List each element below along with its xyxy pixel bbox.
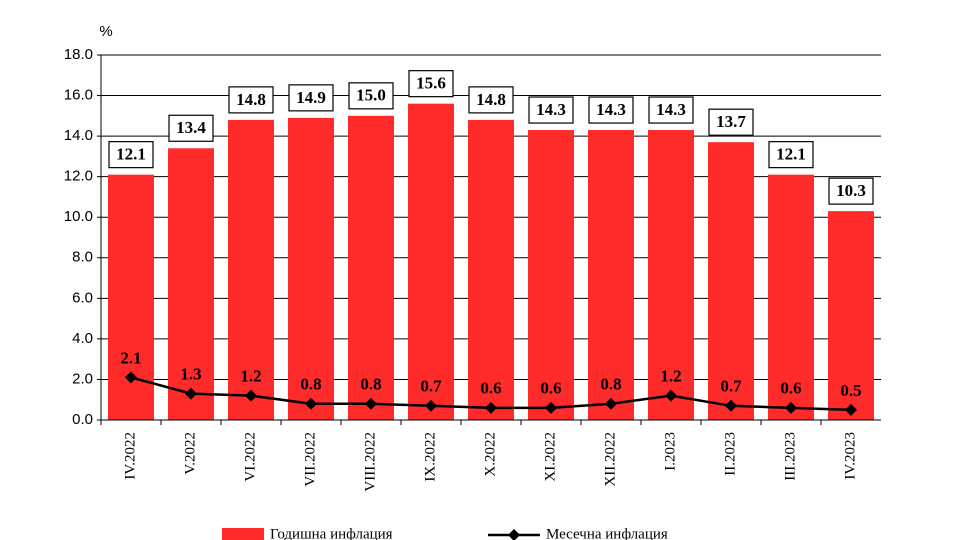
x-tick-label: III.2023 bbox=[782, 432, 798, 481]
y-tick-label: 10.0 bbox=[64, 208, 93, 225]
line-marker bbox=[185, 387, 197, 400]
bar-value-label: 13.7 bbox=[716, 112, 746, 131]
bar bbox=[288, 117, 334, 420]
value-label-box bbox=[348, 82, 394, 110]
bar bbox=[468, 119, 514, 420]
x-tick-label: XII.2022 bbox=[602, 432, 618, 487]
bar bbox=[708, 142, 754, 420]
x-tick-label: VIII.2022 bbox=[362, 432, 378, 492]
line-marker bbox=[245, 389, 257, 402]
bar-value-label: 15.6 bbox=[416, 74, 446, 93]
value-label-box bbox=[768, 141, 814, 169]
y-tick-label: 8.0 bbox=[72, 249, 93, 266]
y-tick-label: 4.0 bbox=[72, 330, 93, 347]
line-marker bbox=[125, 371, 137, 384]
bar bbox=[828, 211, 874, 420]
bar bbox=[408, 103, 454, 421]
bar bbox=[348, 115, 394, 420]
bar-value-label: 12.1 bbox=[116, 145, 146, 164]
bar-value-label: 12.1 bbox=[776, 145, 806, 164]
line-value-label: 0.6 bbox=[780, 379, 801, 398]
line-value-label: 1.3 bbox=[180, 365, 201, 384]
line-value-label: 0.6 bbox=[480, 379, 501, 398]
line-marker bbox=[725, 399, 737, 412]
line-value-label: 0.8 bbox=[360, 375, 381, 394]
line-marker bbox=[425, 399, 437, 412]
y-tick-label: 14.0 bbox=[64, 127, 93, 144]
y-tick-label: 12.0 bbox=[64, 168, 93, 185]
legend-marker bbox=[508, 529, 520, 540]
x-tick-label: I.2023 bbox=[662, 432, 678, 471]
line-value-label: 0.7 bbox=[420, 377, 442, 396]
legend-label: Месечна инфлация bbox=[546, 526, 668, 540]
value-label-box bbox=[228, 86, 274, 114]
bar bbox=[528, 130, 574, 420]
bar bbox=[228, 119, 274, 420]
x-tick-label: X.2022 bbox=[482, 432, 498, 477]
line-value-label: 0.8 bbox=[300, 375, 321, 394]
bar-value-label: 14.8 bbox=[236, 90, 266, 109]
line-value-label: 2.1 bbox=[120, 348, 141, 367]
value-label-box bbox=[108, 141, 154, 169]
line-marker bbox=[605, 397, 617, 410]
line-value-label: 0.7 bbox=[720, 377, 742, 396]
bar-value-label: 14.3 bbox=[536, 100, 566, 119]
bar bbox=[648, 130, 694, 420]
x-tick-label: V.2022 bbox=[182, 432, 198, 475]
line-marker bbox=[845, 403, 857, 416]
line-value-label: 0.8 bbox=[600, 375, 621, 394]
x-tick-label: XI.2022 bbox=[542, 432, 558, 482]
bar-value-label: 14.3 bbox=[656, 100, 686, 119]
value-label-box bbox=[588, 96, 634, 124]
bar bbox=[588, 130, 634, 420]
y-tick-label: 16.0 bbox=[64, 87, 93, 104]
value-label-box bbox=[288, 84, 334, 112]
bar-value-label: 10.3 bbox=[836, 181, 866, 200]
value-label-box bbox=[708, 108, 754, 136]
bar bbox=[768, 174, 814, 420]
x-tick-label: VI.2022 bbox=[242, 432, 258, 482]
value-label-box bbox=[828, 177, 874, 205]
bar-value-label: 14.3 bbox=[596, 100, 626, 119]
line-marker bbox=[305, 397, 317, 410]
value-label-box bbox=[408, 70, 454, 98]
line-value-label: 1.2 bbox=[660, 367, 681, 386]
y-tick-label: 18.0 bbox=[64, 46, 93, 63]
line-value-label: 0.5 bbox=[840, 381, 861, 400]
y-axis-unit: % bbox=[99, 23, 112, 40]
x-tick-label: IV.2022 bbox=[122, 432, 138, 480]
line-marker bbox=[545, 401, 557, 414]
line-marker bbox=[365, 397, 377, 410]
line-value-label: 1.2 bbox=[240, 367, 261, 386]
y-tick-label: 6.0 bbox=[72, 289, 93, 306]
bar-value-label: 15.0 bbox=[356, 86, 386, 105]
y-tick-label: 2.0 bbox=[72, 370, 93, 387]
line-marker bbox=[485, 401, 497, 414]
bar-value-label: 14.8 bbox=[476, 90, 506, 109]
line-value-label: 0.6 bbox=[540, 379, 561, 398]
legend-label: Годишна инфлация bbox=[270, 526, 393, 540]
value-label-box bbox=[528, 96, 574, 124]
x-tick-label: IX.2022 bbox=[422, 432, 438, 482]
x-tick-label: VII.2022 bbox=[302, 432, 318, 487]
x-tick-label: II.2023 bbox=[722, 432, 738, 476]
value-label-box bbox=[168, 114, 214, 142]
y-tick-label: 0.0 bbox=[72, 411, 93, 428]
value-label-box bbox=[648, 96, 694, 124]
legend-swatch bbox=[222, 528, 264, 540]
bar-value-label: 14.9 bbox=[296, 88, 326, 107]
bar-value-label: 13.4 bbox=[176, 118, 206, 137]
line-marker bbox=[785, 401, 797, 414]
bar bbox=[168, 148, 214, 420]
line-marker bbox=[665, 389, 677, 402]
value-label-box bbox=[468, 86, 514, 114]
x-tick-label: IV.2023 bbox=[842, 432, 858, 480]
